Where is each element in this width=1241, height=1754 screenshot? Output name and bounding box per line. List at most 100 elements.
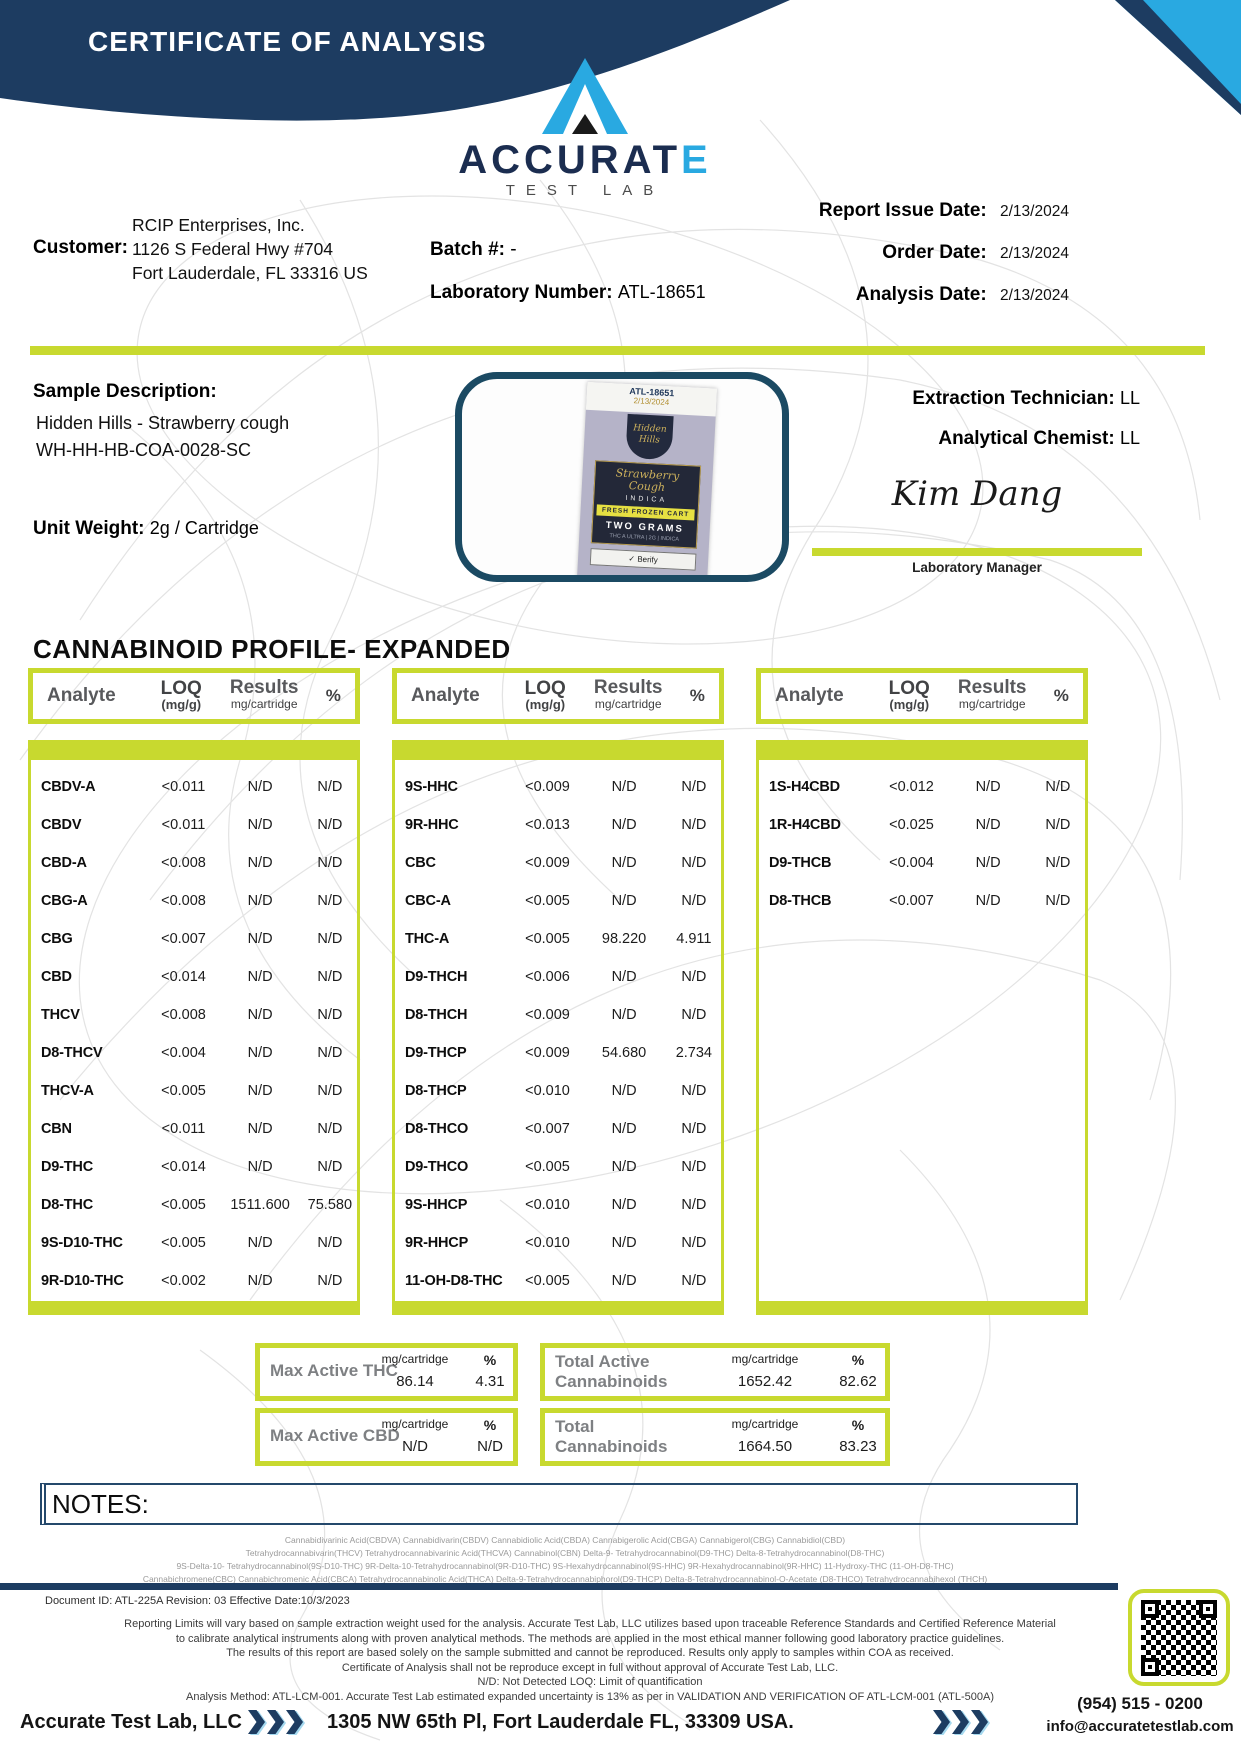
analyte-loq: <0.007 bbox=[161, 931, 206, 947]
analyte-row: 9S-HHCP <0.010 N/D N/D bbox=[395, 1186, 721, 1224]
analyte-result: N/D bbox=[611, 855, 637, 871]
analyte-name: D9-THCH bbox=[405, 969, 468, 985]
analyte-row: D9-THC <0.014 N/D N/D bbox=[31, 1148, 357, 1186]
analyte-row: 1R-H4CBD <0.025 N/D N/D bbox=[759, 806, 1085, 844]
lab-logo: ACCURATE TEST LAB bbox=[455, 58, 715, 199]
report-dates: Report Issue Date: 2/13/2024 Order Date:… bbox=[640, 200, 1090, 326]
analyte-loq: <0.005 bbox=[525, 1273, 570, 1289]
logo-triangle-icon bbox=[542, 58, 628, 134]
analyte-result: N/D bbox=[247, 1045, 273, 1061]
analyte-table-1: Analyte LOQ (mg/g) Results mg/cartridge % … bbox=[28, 668, 360, 1315]
table-header: Analyte LOQ (mg/g) Results mg/cartridge % bbox=[28, 668, 360, 724]
notes-box: NOTES: bbox=[40, 1483, 1078, 1525]
analyte-result: N/D bbox=[975, 855, 1001, 871]
analyte-row: CBDV <0.011 N/D N/D bbox=[31, 806, 357, 844]
analyte-percent: N/D bbox=[681, 1083, 707, 1099]
analyte-percent: N/D bbox=[681, 1121, 707, 1137]
disclaimer-line: to calibrate analytical instruments alon… bbox=[175, 1632, 1005, 1645]
analyte-row: 9R-HHCP <0.010 N/D N/D bbox=[395, 1224, 721, 1262]
analyte-name: D8-THCO bbox=[405, 1121, 469, 1137]
analyte-result: N/D bbox=[611, 1159, 637, 1175]
analyte-name: D9-THCB bbox=[769, 855, 832, 871]
analyte-row: D8-THCB <0.007 N/D N/D bbox=[759, 882, 1085, 920]
analyte-percent: N/D bbox=[681, 969, 707, 985]
analyte-loq: <0.014 bbox=[161, 1159, 206, 1175]
analyte-result: 54.680 bbox=[601, 1045, 647, 1061]
analyte-loq: <0.009 bbox=[525, 779, 570, 795]
analyte-percent: N/D bbox=[1045, 855, 1071, 871]
analyte-percent: N/D bbox=[681, 779, 707, 795]
email-address: info@accuratetestlab.com bbox=[1046, 1718, 1234, 1735]
abbreviation-key: Cannabidivarinic Acid(CBDVA) Cannabidiva… bbox=[120, 1534, 1010, 1586]
analyte-name: D9-THCO bbox=[405, 1159, 469, 1175]
analyte-result: N/D bbox=[247, 779, 273, 795]
contact-block: (954) 515 - 0200 info@accuratetestlab.co… bbox=[1040, 1694, 1240, 1735]
analyte-row: D9-THCP <0.009 54.680 2.734 bbox=[395, 1034, 721, 1072]
analyte-row: CBD <0.014 N/D N/D bbox=[31, 958, 357, 996]
analyte-row: THCV-A <0.005 N/D N/D bbox=[31, 1072, 357, 1110]
date-value: 2/13/2024 bbox=[1000, 203, 1069, 220]
analyte-loq: <0.005 bbox=[161, 1197, 206, 1213]
qr-code bbox=[1128, 1589, 1230, 1686]
customer-address: RCIP Enterprises, Inc. 1126 S Federal Hw… bbox=[132, 215, 368, 283]
divider-rule bbox=[30, 346, 1205, 355]
analyte-name: THC-A bbox=[405, 931, 450, 947]
analyte-row: D8-THCP <0.010 N/D N/D bbox=[395, 1072, 721, 1110]
header-banner bbox=[0, 0, 1241, 121]
sample-description: Hidden Hills - Strawberry cough WH-HH-HB… bbox=[36, 413, 290, 460]
analyte-percent: N/D bbox=[317, 893, 343, 909]
analyte-result: 98.220 bbox=[601, 931, 647, 947]
analyte-loq: <0.009 bbox=[525, 1007, 570, 1023]
analyte-result: N/D bbox=[247, 1159, 273, 1175]
analyte-percent: N/D bbox=[681, 1159, 707, 1175]
analyte-result: N/D bbox=[247, 1235, 273, 1251]
analyte-loq: <0.008 bbox=[161, 1007, 206, 1023]
verify-badge: ✓ Berify bbox=[589, 548, 697, 571]
analyte-percent: N/D bbox=[317, 931, 343, 947]
disclaimer-line: N/D: Not Detected LOQ: Limit of quantifi… bbox=[477, 1676, 703, 1688]
analyte-loq: <0.014 bbox=[161, 969, 206, 985]
notes-label: NOTES: bbox=[52, 1489, 149, 1519]
analyte-row: D9-THCH <0.006 N/D N/D bbox=[395, 958, 721, 996]
analyte-loq: <0.010 bbox=[525, 1235, 570, 1251]
analyte-row: D8-THCO <0.007 N/D N/D bbox=[395, 1110, 721, 1148]
analyte-result: N/D bbox=[247, 1273, 273, 1289]
analyte-result: N/D bbox=[247, 931, 273, 947]
analyte-row: D8-THCH <0.009 N/D N/D bbox=[395, 996, 721, 1034]
analyte-loq: <0.011 bbox=[161, 779, 206, 795]
date-value: 2/13/2024 bbox=[1000, 245, 1069, 262]
analyte-row: 11-OH-D8-THC <0.005 N/D N/D bbox=[395, 1262, 721, 1300]
analyte-result: N/D bbox=[611, 893, 637, 909]
analyte-result: N/D bbox=[247, 855, 273, 871]
footer-rule bbox=[0, 1583, 1118, 1590]
analyte-row: THC-A <0.005 98.220 4.911 bbox=[395, 920, 721, 958]
unit-weight: Unit Weight: 2g / Cartridge bbox=[33, 518, 259, 539]
analyte-table-2: Analyte LOQ (mg/g) Results mg/cartridge % … bbox=[392, 668, 724, 1315]
table-header: Analyte LOQ (mg/g) Results mg/cartridge % bbox=[756, 668, 1088, 724]
document-meta: Document ID: ATL-225A Revision: 03 Effec… bbox=[45, 1595, 350, 1607]
analyte-name: CBD-A bbox=[41, 855, 87, 871]
date-label: Report Issue Date: bbox=[818, 200, 987, 221]
disclaimer-line: Analysis Method: ATL-LCM-001. Accurate T… bbox=[185, 1690, 995, 1703]
analyte-loq: <0.011 bbox=[161, 817, 206, 833]
disclaimer-line: The results of this report are based sol… bbox=[226, 1647, 954, 1659]
package-label: Strawberry Cough INDICA FRESH FROZEN CART… bbox=[590, 460, 702, 549]
analyte-name: D8-THCP bbox=[405, 1083, 467, 1099]
analyte-name: 1S-H4CBD bbox=[769, 779, 840, 795]
total-active-value: 1652.42 bbox=[737, 1373, 793, 1390]
table-body: 1S-H4CBD <0.012 N/D N/D 1R-H4CBD <0.025 … bbox=[756, 740, 1088, 1315]
max-active-thc-percent: 4.31 bbox=[475, 1373, 505, 1390]
analyte-percent: N/D bbox=[681, 855, 707, 871]
analyte-percent: N/D bbox=[317, 969, 343, 985]
analyte-percent: N/D bbox=[317, 1121, 343, 1137]
manager-signature: Kim Dang bbox=[891, 474, 1063, 514]
analyte-loq: <0.008 bbox=[161, 893, 206, 909]
profile-title: CANNABINOID PROFILE- EXPANDED bbox=[33, 634, 511, 664]
batch-number: Batch #: - bbox=[430, 239, 517, 260]
analyte-name: CBC-A bbox=[405, 893, 451, 909]
analyte-result: N/D bbox=[611, 779, 637, 795]
analyte-percent: N/D bbox=[317, 1235, 343, 1251]
analyte-name: 11-OH-D8-THC bbox=[405, 1273, 503, 1289]
analyte-loq: <0.005 bbox=[525, 1159, 570, 1175]
brand-shield: Hidden Hills bbox=[625, 413, 674, 461]
